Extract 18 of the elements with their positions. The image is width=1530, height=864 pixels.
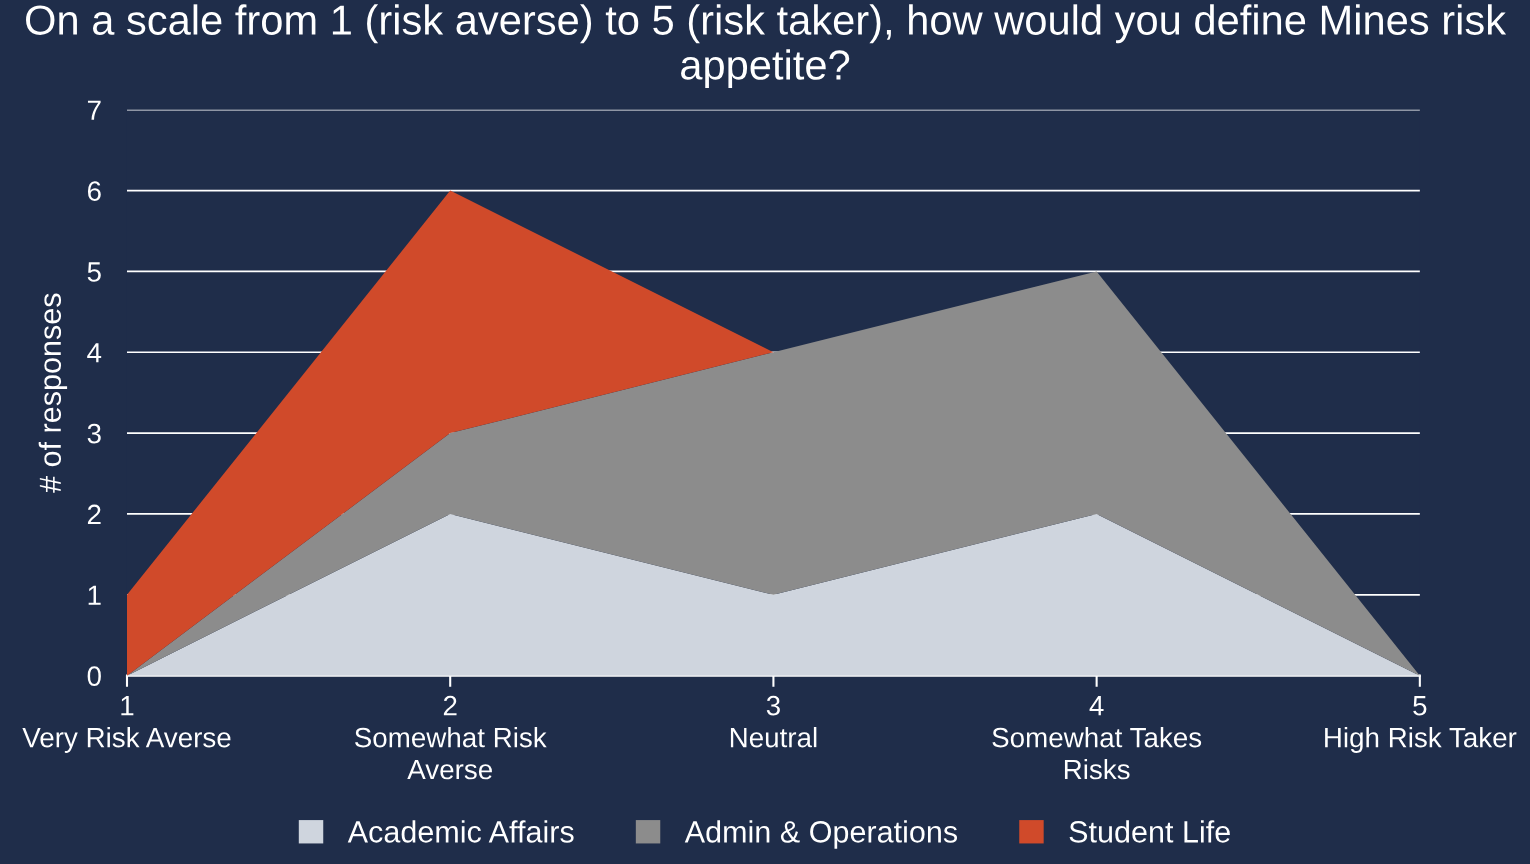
legend-label: Academic Affairs bbox=[347, 820, 574, 843]
y-tick-label: 3 bbox=[87, 423, 101, 444]
y-tick-label: 7 bbox=[87, 100, 101, 120]
y-axis-title: # of responses bbox=[38, 293, 68, 493]
x-tick-label: 2 Somewhat Risk Averse bbox=[354, 695, 547, 780]
chart-title: On a scale from 1 (risk averse) to 5 (risk taker), how would you define Mines risk appetite? bbox=[26, 4, 1507, 89]
x-tick-label: 3 Neutral bbox=[730, 695, 817, 748]
y-tick-label: 1 bbox=[88, 585, 101, 605]
y-tick-label: 5 bbox=[87, 262, 101, 282]
x-tick-label: 1 Very Risk Averse bbox=[22, 696, 231, 753]
y-tick-label: 0 bbox=[87, 666, 101, 686]
y-tick-label: 6 bbox=[87, 181, 101, 201]
x-tick-label: 4 Somewhat Takes Risks bbox=[992, 696, 1202, 780]
y-tick-label: 4 bbox=[87, 343, 102, 363]
y-tick-label: 2 bbox=[87, 504, 101, 525]
x-tick-label: 5 High Risk Taker bbox=[1325, 696, 1517, 753]
legend-label: Student Life bbox=[1069, 820, 1230, 843]
legend-label: Admin & Operations bbox=[684, 820, 958, 849]
